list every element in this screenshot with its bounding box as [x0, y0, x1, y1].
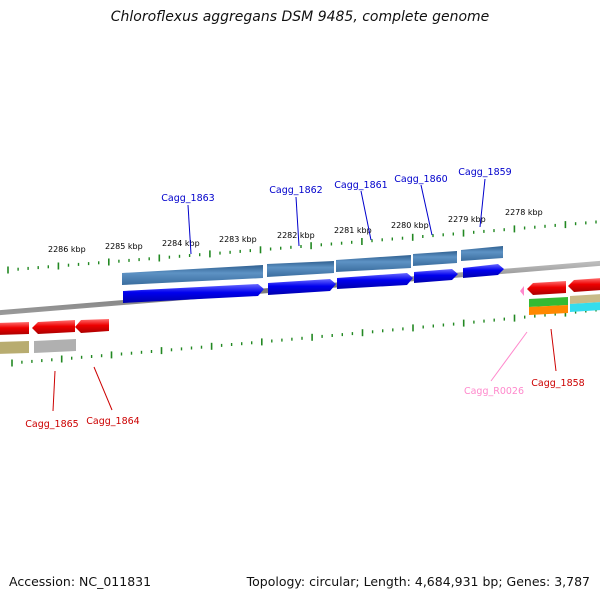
gene-arrow-1861[interactable]	[337, 273, 413, 289]
gene-arrow-1862[interactable]	[268, 279, 336, 295]
gene-arrow-1860[interactable]	[414, 269, 458, 283]
gene-arrow-1863[interactable]	[123, 284, 264, 303]
gene-arrow-1858[interactable]	[527, 281, 566, 295]
gene-label-1864[interactable]: Cagg_1864	[86, 416, 139, 427]
cds-feature-1862[interactable]	[267, 261, 334, 277]
gene-labels: Cagg_1863 Cagg_1862 Cagg_1861 Cagg_1860 …	[25, 167, 584, 430]
scale-ticks-top	[7, 220, 597, 274]
map-title: Chloroflexus aggregans DSM 9485, complet…	[110, 9, 490, 25]
gene-arrow-1859[interactable]	[463, 264, 504, 278]
scale-label-2280: 2280 kbp	[391, 221, 429, 230]
feature-grey-left[interactable]	[34, 339, 76, 353]
gene-label-lines	[52, 178, 557, 412]
reverse-genes-right	[520, 278, 600, 315]
gene-label-1862[interactable]: Cagg_1862	[269, 185, 322, 196]
accession-text: Accession: NC_011831	[9, 574, 152, 589]
gene-label-1858[interactable]: Cagg_1858	[531, 378, 584, 389]
scale-label-2285: 2285 kbp	[105, 242, 143, 251]
gene-label-1865[interactable]: Cagg_1865	[25, 419, 78, 430]
feature-orange-right[interactable]	[529, 305, 568, 315]
scale-label-2282: 2282 kbp	[277, 231, 315, 240]
topology-text: Topology: circular; Length: 4,684,931 bp…	[246, 574, 590, 589]
gene-label-1860[interactable]: Cagg_1860	[394, 174, 447, 185]
scale-label-2279: 2279 kbp	[448, 215, 486, 224]
scale-labels: 2286 kbp 2285 kbp 2284 kbp 2283 kbp 2282…	[48, 208, 543, 254]
scale-label-2281: 2281 kbp	[334, 226, 372, 235]
cds-feature-1861[interactable]	[336, 255, 411, 272]
gene-label-1863[interactable]: Cagg_1863	[161, 193, 214, 204]
cds-feature-track	[122, 246, 503, 285]
gene-label-R0026[interactable]: Cagg_R0026	[464, 386, 524, 397]
scale-label-2284: 2284 kbp	[162, 239, 200, 248]
scale-label-2278: 2278 kbp	[505, 208, 543, 217]
cds-feature-1863[interactable]	[122, 265, 263, 285]
gene-arrow-1864[interactable]	[75, 319, 109, 333]
feature-cyan-right[interactable]	[570, 302, 600, 312]
cds-feature-1859[interactable]	[461, 246, 503, 261]
scale-label-2286: 2286 kbp	[48, 245, 86, 254]
gene-arrow-1865[interactable]	[32, 320, 75, 334]
rna-arrow-R0026[interactable]	[520, 286, 524, 296]
forward-genes	[123, 264, 504, 303]
gene-arrow-1857[interactable]	[568, 278, 600, 292]
gene-label-1859[interactable]: Cagg_1859	[458, 167, 511, 178]
reverse-genes-left	[0, 319, 109, 354]
gene-label-1861[interactable]: Cagg_1861	[334, 180, 387, 191]
feature-tan-right[interactable]	[570, 294, 600, 304]
cds-feature-1860[interactable]	[413, 251, 457, 266]
feature-green-right[interactable]	[529, 297, 568, 307]
feature-olive-left[interactable]	[0, 341, 29, 354]
scale-label-2283: 2283 kbp	[219, 235, 257, 244]
gene-arrow-1866[interactable]	[0, 322, 29, 335]
